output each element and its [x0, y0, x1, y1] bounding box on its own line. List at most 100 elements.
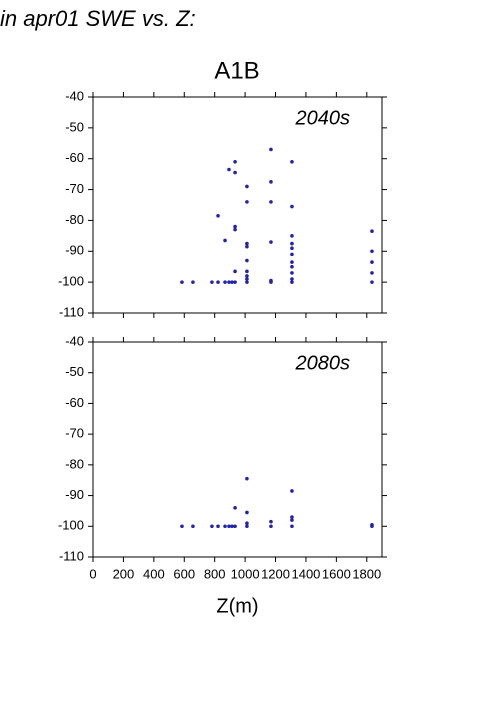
scatter-point: [290, 252, 294, 257]
x-tick-label: 1400: [291, 566, 320, 581]
scatter-point: [245, 524, 249, 529]
scatter-point: [290, 515, 294, 519]
scatter-point: [245, 258, 249, 263]
panel-annotation: 2040s: [295, 107, 351, 129]
scatter-point: [245, 510, 249, 515]
scatter-point: [233, 227, 237, 232]
scatter-point: [191, 280, 195, 284]
x-axis-label: Z(m): [216, 595, 258, 617]
y-tick-label: -110: [59, 304, 84, 319]
y-tick-label: -90: [65, 243, 84, 258]
scatter-point: [269, 280, 273, 284]
scatter-point: [245, 244, 249, 249]
x-tick-label: 400: [143, 566, 165, 581]
scatter-point: [210, 524, 214, 529]
scatter-point: [245, 184, 249, 189]
y-tick-label: -100: [58, 518, 84, 533]
scatter-point: [269, 524, 273, 529]
scatter-point: [245, 277, 249, 281]
y-tick-label: -40: [65, 333, 84, 348]
scatter-point: [233, 170, 237, 175]
scatter-point: [216, 214, 220, 218]
panel-annotation: 2080s: [295, 352, 351, 374]
scatter-point: [290, 518, 294, 522]
scatter-point: [269, 200, 273, 204]
y-tick-label: -80: [65, 456, 84, 471]
scatter-point: [233, 280, 237, 284]
scatter-point: [245, 521, 249, 526]
scatter-point: [290, 524, 294, 529]
y-tick-label: -60: [65, 150, 84, 165]
scatter-point: [290, 271, 294, 275]
scatter-point: [370, 229, 374, 234]
scatter-point: [370, 524, 374, 529]
scatter-point: [370, 271, 374, 275]
x-tick-label: 200: [113, 566, 135, 581]
page-title: in apr01 SWE vs. Z:: [0, 6, 196, 31]
scatter-point: [370, 260, 374, 264]
scatter-point: [233, 506, 237, 510]
chart-subtitle: A1B: [214, 57, 259, 84]
scatter-point: [233, 160, 237, 164]
scatter-point: [245, 269, 249, 274]
scatter-point: [216, 280, 220, 284]
plot-frame: [92, 341, 383, 558]
scatter-point: [223, 238, 227, 243]
scatter-point: [210, 280, 214, 284]
scatter-point: [290, 280, 294, 284]
scatter-point: [227, 167, 231, 172]
y-tick-label: -60: [65, 395, 84, 410]
x-tick-label: 600: [173, 566, 195, 581]
scatter-point: [245, 274, 249, 278]
y-tick-label: -50: [65, 119, 84, 134]
scatter-point: [230, 280, 234, 284]
scatter-point: [290, 246, 294, 250]
x-tick-label: 0: [89, 566, 96, 581]
scatter-point: [290, 241, 294, 246]
scatter-point: [290, 489, 294, 493]
y-tick-label: -110: [59, 548, 84, 563]
scatter-point: [180, 280, 184, 284]
scatter-point: [269, 240, 273, 244]
scatter-point: [290, 264, 294, 269]
scatter-point: [290, 160, 294, 164]
y-tick-label: -50: [65, 364, 84, 379]
scatter-point: [191, 524, 195, 529]
x-tick-label: 1000: [231, 566, 260, 581]
x-tick-label: 1800: [352, 566, 381, 581]
scatter-point: [227, 524, 231, 529]
plot-frame: [92, 96, 383, 314]
scatter-point: [370, 280, 374, 284]
scatter-point: [269, 180, 273, 184]
y-tick-label: -100: [58, 274, 84, 289]
scatter-point: [269, 147, 273, 152]
scatter-point: [180, 524, 184, 529]
x-tick-label: 1200: [261, 566, 290, 581]
scatter-point: [269, 519, 273, 524]
scatter-point: [233, 224, 237, 229]
y-tick-label: -80: [65, 212, 84, 227]
scatter-point: [290, 277, 294, 281]
scatter-point: [245, 476, 249, 481]
scatter-point: [245, 241, 249, 246]
scatter-point: [370, 249, 374, 254]
x-tick-label: 800: [204, 566, 226, 581]
x-tick-label: 1600: [322, 566, 351, 581]
y-tick-label: -90: [65, 487, 84, 502]
scatter-point: [223, 280, 227, 284]
scatter-point: [233, 269, 237, 274]
scatter-point: [216, 524, 220, 529]
scatter-point: [227, 280, 231, 284]
scatter-point: [290, 234, 294, 238]
scatter-point: [245, 280, 249, 284]
y-tick-label: -70: [65, 181, 84, 196]
y-tick-label: -70: [65, 426, 84, 441]
scatter-point: [230, 524, 234, 529]
y-tick-label: -40: [65, 88, 84, 103]
scatter-point: [223, 524, 227, 529]
scatter-point: [233, 524, 237, 529]
scatter-point: [245, 200, 249, 204]
scatter-point: [290, 204, 294, 209]
scatter-point: [290, 260, 294, 264]
